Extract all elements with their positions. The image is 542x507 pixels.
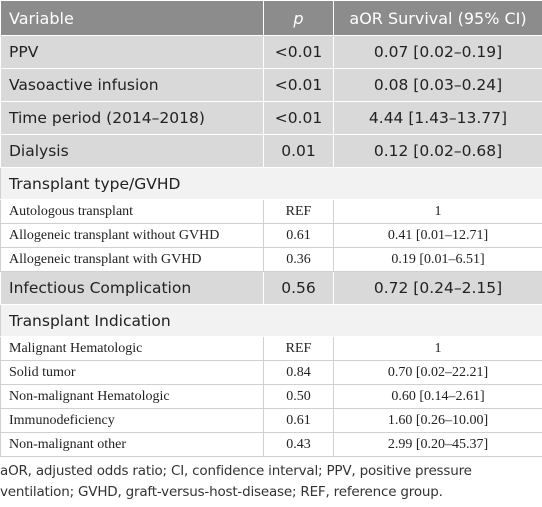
cell-aor: 0.19 [0.01–6.51] <box>333 247 542 272</box>
cell-aor: 0.70 [0.02–22.21] <box>333 360 542 385</box>
cell-p: <0.01 <box>263 101 334 135</box>
table-footnote: aOR, adjusted odds ratio; CI, confidence… <box>0 463 472 500</box>
header-variable: Variable <box>0 0 264 36</box>
cell-aor: 0.08 [0.03–0.24] <box>333 68 542 102</box>
cell-p: 0.56 <box>263 271 334 305</box>
cell-aor: 1 <box>333 199 542 224</box>
cell-variable: Allogeneic transplant without GVHD <box>0 223 264 248</box>
table-row: Non-malignant other 0.43 2.99 [0.20–45.3… <box>0 432 542 457</box>
cell-variable: Allogeneic transplant with GVHD <box>0 247 264 272</box>
table-row: Malignant Hematologic REF 1 <box>0 336 542 361</box>
cell-p: <0.01 <box>263 68 334 102</box>
table-row: Immunodeficiency 0.61 1.60 [0.26–10.00] <box>0 408 542 433</box>
cell-aor: 4.44 [1.43–13.77] <box>333 101 542 135</box>
cell-variable: Solid tumor <box>0 360 264 385</box>
cell-variable: Malignant Hematologic <box>0 336 264 361</box>
cell-variable: Dialysis <box>0 134 264 168</box>
cell-variable: PPV <box>0 35 264 69</box>
table-row: Non-malignant Hematologic 0.50 0.60 [0.1… <box>0 384 542 409</box>
header-p: p <box>263 0 334 36</box>
cell-aor: 1.60 [0.26–10.00] <box>333 408 542 433</box>
table-row: Vasoactive infusion <0.01 0.08 [0.03–0.2… <box>0 68 542 102</box>
table-row: Infectious Complication 0.56 0.72 [0.24–… <box>0 271 542 305</box>
cell-aor: 2.99 [0.20–45.37] <box>333 432 542 457</box>
section-row-indication: Transplant Indication <box>0 304 542 337</box>
cell-aor: 0.12 [0.02–0.68] <box>333 134 542 168</box>
cell-variable: Non-malignant other <box>0 432 264 457</box>
cell-p: REF <box>263 199 334 224</box>
table-row: Allogeneic transplant with GVHD 0.36 0.1… <box>0 247 542 272</box>
cell-p: 0.61 <box>263 223 334 248</box>
cell-p: <0.01 <box>263 35 334 69</box>
header-row: Variable p aOR Survival (95% CI) <box>0 0 542 36</box>
cell-p: 0.01 <box>263 134 334 168</box>
cell-variable: Non-malignant Hematologic <box>0 384 264 409</box>
table-row: Time period (2014–2018) <0.01 4.44 [1.43… <box>0 101 542 135</box>
cell-p: 0.43 <box>263 432 334 457</box>
results-table: Variable p aOR Survival (95% CI) PPV <0.… <box>0 0 542 457</box>
header-aor: aOR Survival (95% CI) <box>333 0 542 36</box>
header-p-label: p <box>293 8 304 28</box>
section-label: Transplant type/GVHD <box>0 167 542 200</box>
section-row-transplant-type: Transplant type/GVHD <box>0 167 542 200</box>
cell-p: 0.50 <box>263 384 334 409</box>
cell-aor: 1 <box>333 336 542 361</box>
cell-p: 0.84 <box>263 360 334 385</box>
cell-p: 0.36 <box>263 247 334 272</box>
table-row: Dialysis 0.01 0.12 [0.02–0.68] <box>0 134 542 168</box>
cell-variable: Infectious Complication <box>0 271 264 305</box>
cell-aor: 0.41 [0.01–12.71] <box>333 223 542 248</box>
table-row: Allogeneic transplant without GVHD 0.61 … <box>0 223 542 248</box>
section-label: Transplant Indication <box>0 304 542 337</box>
cell-aor: 0.60 [0.14–2.61] <box>333 384 542 409</box>
cell-variable: Vasoactive infusion <box>0 68 264 102</box>
table-row: Autologous transplant REF 1 <box>0 199 542 224</box>
cell-p: 0.61 <box>263 408 334 433</box>
cell-p: REF <box>263 336 334 361</box>
cell-aor: 0.72 [0.24–2.15] <box>333 271 542 305</box>
table-row: PPV <0.01 0.07 [0.02–0.19] <box>0 35 542 69</box>
table-row: Solid tumor 0.84 0.70 [0.02–22.21] <box>0 360 542 385</box>
cell-variable: Autologous transplant <box>0 199 264 224</box>
cell-variable: Immunodeficiency <box>0 408 264 433</box>
cell-variable: Time period (2014–2018) <box>0 101 264 135</box>
cell-aor: 0.07 [0.02–0.19] <box>333 35 542 69</box>
